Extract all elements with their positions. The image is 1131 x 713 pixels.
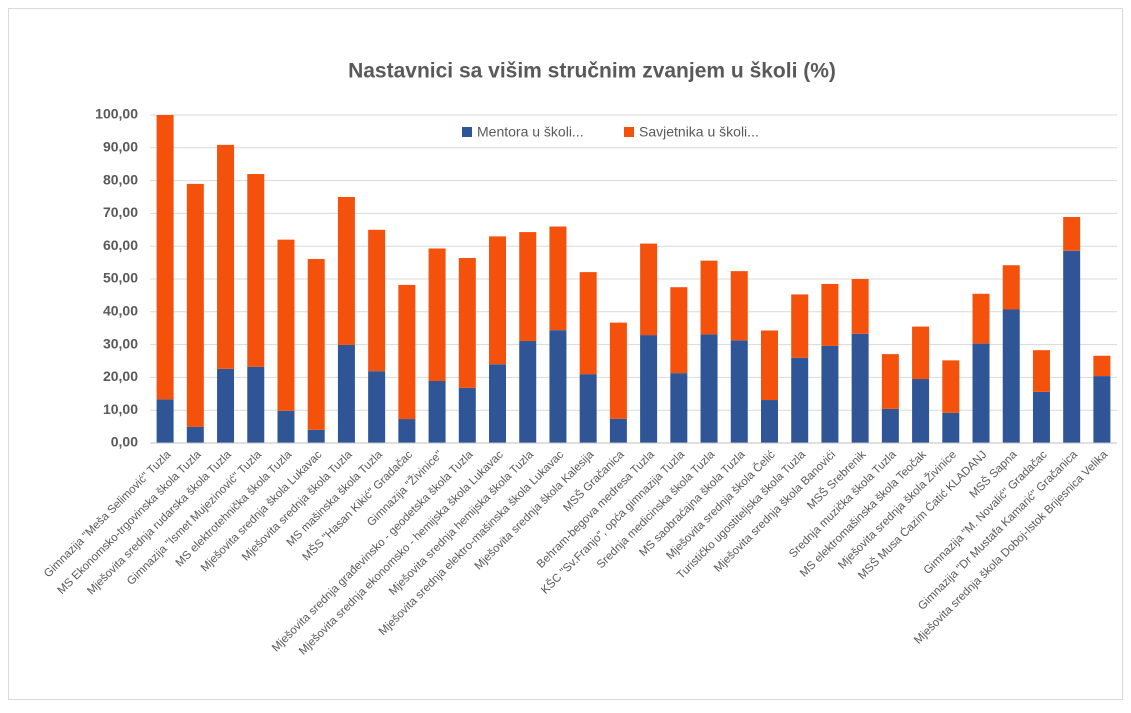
bar-segment [307, 258, 325, 430]
bar-segment [1032, 350, 1050, 392]
bar-segment [549, 226, 567, 331]
bar-segment [428, 381, 446, 443]
bar-segment [851, 333, 869, 443]
bar-segment [337, 197, 355, 345]
bar-segment [670, 287, 688, 374]
legend-swatch [624, 127, 634, 137]
bar-segment [337, 344, 355, 443]
bar-segment [489, 236, 507, 365]
y-tick-label: 0,00 [111, 434, 138, 450]
y-tick-label: 70,00 [103, 204, 138, 220]
bar-segment [368, 371, 386, 443]
bar-segment [821, 345, 839, 443]
y-tick-label: 100,00 [95, 106, 138, 122]
bar-segment [609, 322, 627, 419]
bar-segment [398, 419, 416, 443]
legend-label: Mentora u školi... [477, 124, 584, 140]
bar-segment [398, 284, 416, 420]
bar-segment [247, 366, 265, 443]
y-tick-label: 30,00 [103, 335, 138, 351]
bar-segment [640, 243, 658, 336]
y-tick-label: 60,00 [103, 237, 138, 253]
bar-segment [1063, 217, 1081, 251]
bar-segment [549, 330, 567, 443]
bar-segment [821, 283, 839, 346]
bar-segment [912, 379, 930, 443]
y-tick-label: 20,00 [103, 368, 138, 384]
bar-segment [881, 408, 899, 443]
bar-segment [760, 400, 778, 443]
bar-segment [277, 410, 295, 443]
bar-segment [458, 258, 476, 388]
bar-segment [579, 272, 597, 375]
bar-segment [579, 374, 597, 443]
bar-segment [700, 334, 718, 443]
bar-segment [670, 373, 688, 443]
bar-segment [1093, 376, 1111, 443]
bar-segment [1002, 309, 1020, 443]
bar-segment [1002, 265, 1020, 310]
bar-segment [489, 364, 507, 443]
y-tick-label: 10,00 [103, 401, 138, 417]
bar-segment [972, 343, 990, 443]
bar-segment [912, 326, 930, 380]
bar-segment [186, 426, 204, 443]
bar-segment [730, 340, 748, 443]
bar-segment [1093, 355, 1111, 377]
bar-segment [217, 368, 235, 443]
bar-segment [186, 183, 204, 427]
y-tick-label: 40,00 [103, 303, 138, 319]
bar-segment [217, 144, 235, 369]
bar-segment [640, 335, 658, 443]
bar-segment [791, 357, 809, 443]
bar-segment [1063, 250, 1081, 443]
bar-segment [277, 239, 295, 411]
bar-segment [156, 399, 174, 443]
bar-segment [700, 260, 718, 335]
chart-title: Nastavnici sa višim stručnim zvanjem u š… [348, 60, 836, 83]
y-tick-label: 80,00 [103, 171, 138, 187]
bar-segment [458, 387, 476, 443]
bar-segment [307, 429, 325, 443]
bar-segment [730, 271, 748, 341]
bar-segment [519, 232, 537, 341]
bar-segment [519, 340, 537, 443]
legend-label: Savjetnika u školi... [639, 124, 759, 140]
bar-segment [972, 293, 990, 344]
legend-swatch [462, 127, 472, 137]
bar-segment [609, 418, 627, 443]
bar-segment [760, 330, 778, 401]
bar-segment [851, 279, 869, 334]
y-tick-label: 50,00 [103, 270, 138, 286]
bar-segment [428, 248, 446, 382]
bar-segment [156, 115, 174, 400]
bar-segment [791, 294, 809, 358]
bar-segment [942, 412, 960, 443]
bar-segment [942, 360, 960, 413]
bar-segment [247, 174, 265, 367]
bar-segment [368, 229, 386, 372]
bar-segment [881, 354, 899, 409]
bar-segment [1032, 391, 1050, 443]
y-tick-label: 90,00 [103, 139, 138, 155]
